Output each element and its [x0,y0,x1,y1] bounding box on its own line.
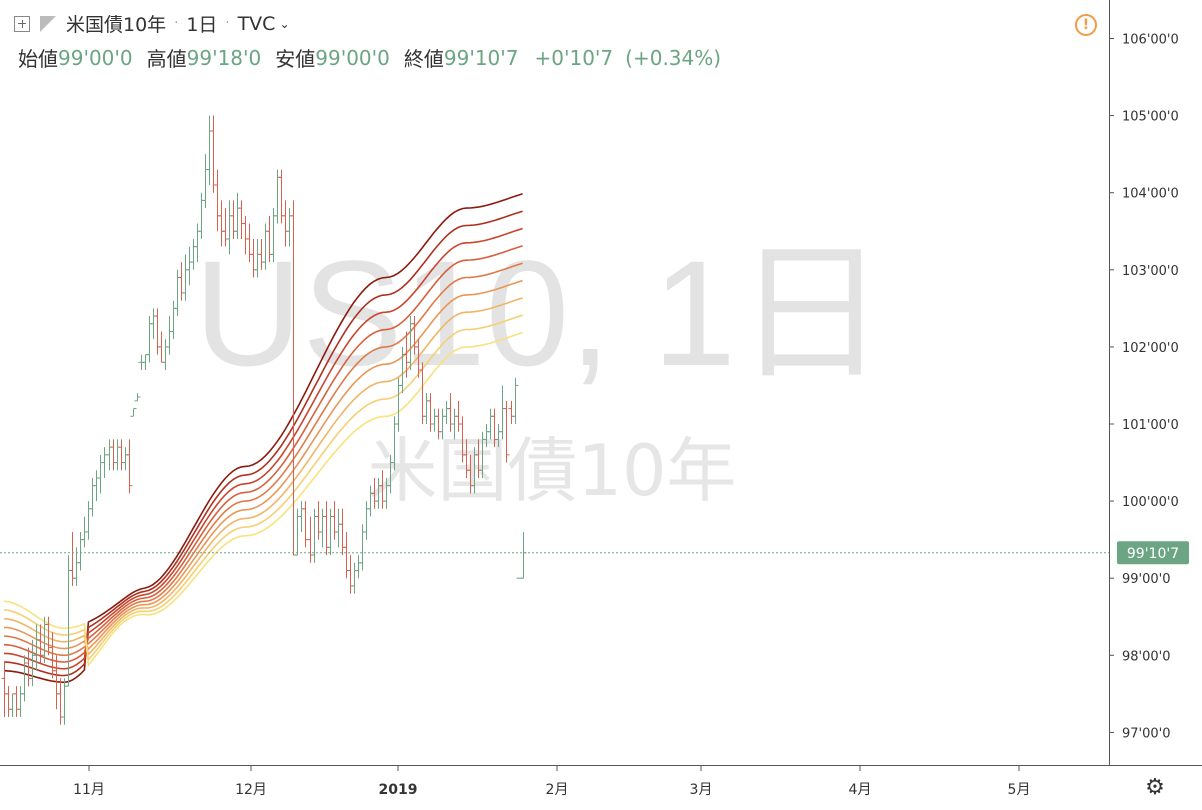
close-value: 99'10'7 [443,45,519,70]
ohlc-bar [503,400,510,463]
low-label: 安値 [275,47,316,71]
x-tick-label: 12月 [235,782,267,798]
watermark-title: US10, 1日 [194,229,886,397]
ohlc-bar [130,408,137,417]
close-label: 終値 [403,47,444,71]
y-tick-label: 101'00'0 [1122,418,1179,433]
ohlc-bars [1,115,527,725]
ema-line-2 [3,210,523,677]
open-value: 99'00'0 [58,45,133,70]
y-tick-label: 97'00'0 [1122,726,1171,741]
ema-line-1 [3,193,523,684]
y-tick-labels: 106'00'0 105'00'0 104'00'0 103'00'0 102'00'0… [1109,33,1179,741]
y-tick-label: 102'00'0 [1122,341,1179,356]
ema-line-3 [3,227,523,670]
y-tick-label: 98'00'0 [1122,649,1171,664]
triangle-icon [40,15,56,32]
change-percent: (+0.34%) [625,45,722,70]
ema-line-5 [3,262,523,657]
chevron-down-icon[interactable]: ⌄ [279,16,290,31]
low-value: 99'00'0 [315,45,390,70]
watermark-subtitle: 米国債10年 [367,430,736,512]
x-tick-labels: 11月 12月 2019 2月 3月 4月 5月 [73,765,1030,798]
y-tick-label: 106'00'0 [1122,33,1179,48]
open-label: 始値 [18,47,58,71]
y-tick-label: 99'00'0 [1122,572,1171,587]
ema-line-7 [3,297,523,657]
interval-label[interactable]: 1日 [186,14,218,36]
alert-icon[interactable]: ! [1075,14,1097,36]
x-tick-label: 5月 [1008,782,1031,798]
source-label[interactable]: TVC [237,12,276,35]
separator-dot: · [225,16,230,31]
change-value: +0'10'7 [534,45,614,70]
last-price-badge: 99'10'7 [1117,541,1189,565]
x-tick-label: 2019 [379,782,418,798]
y-tick-label: 105'00'0 [1122,110,1179,125]
watermark: US10, 1日 米国債10年 [194,229,886,512]
y-tick-label: 103'00'0 [1122,264,1179,279]
time-axis[interactable]: 11月 12月 2019 2月 3月 4月 5月 [0,765,1202,798]
ema-line-8 [3,314,523,662]
ohlc-bar [126,439,133,494]
x-tick-label: 4月 [849,782,872,798]
ema-line-4 [3,245,523,663]
ema-line-9 [3,331,523,668]
y-tick-label: 100'00'0 [1122,495,1179,510]
ohlc-row: 始値 99'00'0 高値 99'18'0 安値 99'00'0 終値 99'1… [18,43,721,72]
symbol-row: 米国債10年 · 1日 · TVC ⌄ [14,10,290,37]
high-label: 高値 [146,47,187,71]
last-price-label: 99'10'7 [1127,546,1179,562]
x-tick-label: 2月 [546,782,569,798]
ohlc-bar [512,377,519,424]
separator-dot: · [174,16,179,31]
toggle-box-icon[interactable] [14,15,30,32]
y-tick-label: 104'00'0 [1122,187,1179,202]
x-tick-label: 11月 [73,782,105,798]
ema-ribbon [3,193,523,684]
high-value: 99'18'0 [186,45,262,70]
ohlc-bar [134,393,141,402]
price-axis[interactable]: 106'00'0 105'00'0 104'00'0 103'00'0 102'00'0… [1109,0,1189,765]
legend-header: 米国債10年 · 1日 · TVC ⌄ 始値 99'00'0 高値 99'18'… [0,0,1100,80]
symbol-name[interactable]: 米国債10年 [66,14,167,36]
gear-icon[interactable]: ⚙ [1145,775,1165,800]
ema-line-6 [3,279,523,651]
x-tick-label: 3月 [690,782,713,798]
